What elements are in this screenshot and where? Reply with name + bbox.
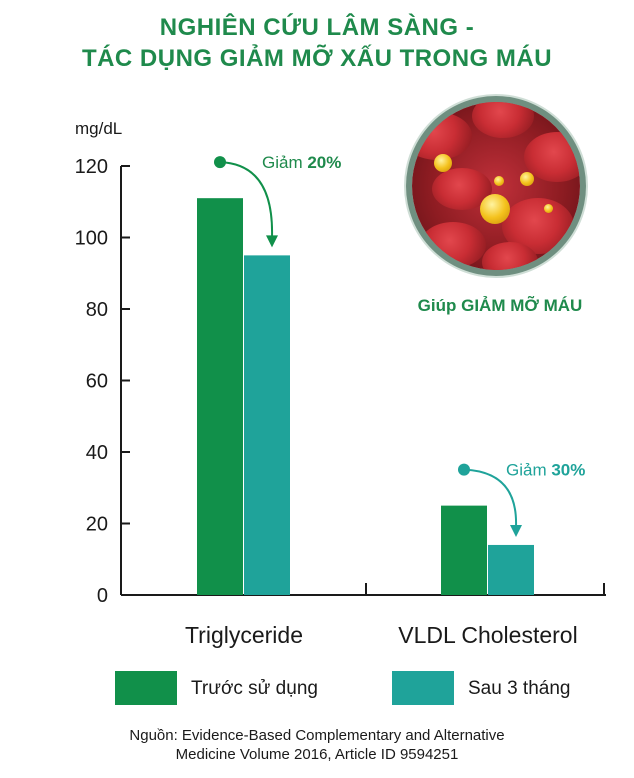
bar-0-1 xyxy=(244,255,290,595)
annotation-prefix-1: Giảm xyxy=(506,461,551,480)
bar-1-1 xyxy=(488,544,534,595)
y-tick-label-20: 20 xyxy=(86,514,108,536)
blood-cells-illustration xyxy=(412,102,580,270)
title-line-1: NGHIÊN CỨU LÂM SÀNG - xyxy=(159,14,475,41)
title-line-2: TÁC DỤNG GIẢM MỠ XẤU TRONG MÁU xyxy=(81,45,553,72)
category-label-1: VLDL Cholesterol xyxy=(398,622,577,648)
legend-label-after: Sau 3 tháng xyxy=(468,678,571,699)
image-caption: Giúp GIẢM MỠ MÁU xyxy=(417,296,583,315)
y-tick-label-60: 60 xyxy=(86,371,108,393)
source-line-1: Nguồn: Evidence-Based Complementary and … xyxy=(129,727,505,744)
legend-label-before: Trước sử dụng xyxy=(191,678,318,699)
y-axis-unit-label: mg/dL xyxy=(75,119,122,138)
annotation-value-1: 30% xyxy=(551,461,585,480)
annotation-arrow-1 xyxy=(463,468,518,527)
category-label-0: Triglyceride xyxy=(185,622,303,648)
annotation-label-0: Giảm 20% xyxy=(262,153,341,172)
y-tick-label-120: 120 xyxy=(75,156,108,178)
source-line-2: Medicine Volume 2016, Article ID 9594251 xyxy=(175,746,459,763)
legend-swatch-after xyxy=(392,671,454,705)
annotation-prefix-0: Giảm xyxy=(262,153,307,172)
annotation-arrowhead-1 xyxy=(510,524,522,537)
annotation-value-0: 20% xyxy=(307,153,341,172)
annotation-label-1: Giảm 30% xyxy=(506,461,585,480)
bar-0-0 xyxy=(197,198,243,596)
y-tick-label-80: 80 xyxy=(86,299,108,321)
annotation-arrow-0 xyxy=(219,161,274,238)
legend-swatch-before xyxy=(115,671,177,705)
annotation-arrowhead-0 xyxy=(266,235,278,248)
y-tick-label-100: 100 xyxy=(75,228,108,250)
bar-1-0 xyxy=(441,505,487,595)
y-tick-label-40: 40 xyxy=(86,442,108,464)
y-tick-label-0: 0 xyxy=(97,585,108,607)
